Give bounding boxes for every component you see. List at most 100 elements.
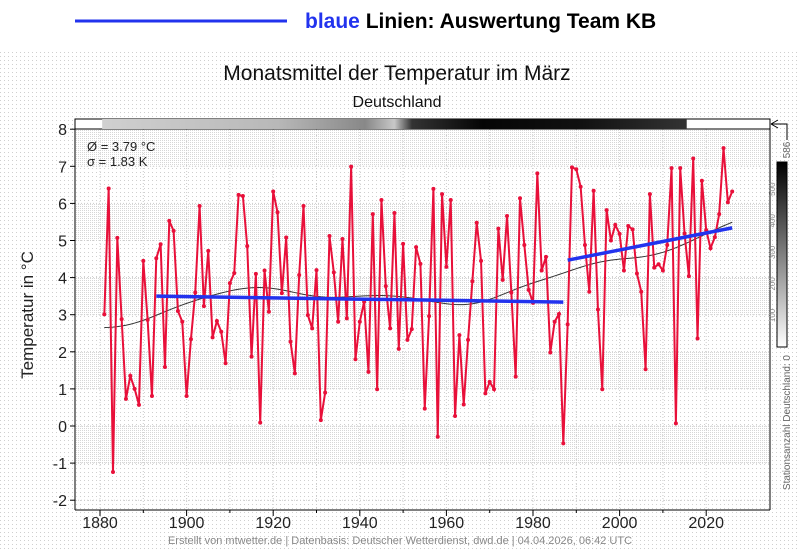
- data-point: [496, 226, 501, 231]
- x-tick-label: 1880: [82, 515, 118, 532]
- trend-lines: [156, 226, 733, 304]
- data-point: [479, 258, 484, 263]
- data-point: [106, 186, 111, 191]
- data-point: [691, 156, 696, 161]
- data-point: [457, 333, 462, 338]
- data-point: [175, 308, 180, 313]
- data-point: [621, 268, 626, 273]
- data-point: [288, 339, 293, 344]
- data-point: [336, 319, 341, 324]
- data-point: [310, 326, 315, 331]
- station-count-band: [102, 119, 687, 129]
- y-tick-label: 8: [58, 122, 67, 139]
- data-point: [522, 242, 527, 247]
- data-point: [526, 287, 531, 292]
- data-point: [535, 171, 540, 176]
- data-point: [149, 393, 154, 398]
- data-point: [660, 268, 665, 273]
- data-point: [197, 203, 202, 208]
- data-point: [591, 188, 596, 193]
- data-point: [236, 192, 241, 197]
- data-point: [123, 396, 128, 401]
- data-point: [232, 271, 237, 276]
- y-tick-label: 1: [58, 382, 67, 399]
- data-point: [167, 218, 172, 223]
- data-point: [647, 192, 652, 197]
- data-point: [595, 307, 600, 312]
- y-tick-label: 7: [58, 159, 67, 176]
- data-point: [639, 289, 644, 294]
- colorbar-tick-label: 200: [768, 277, 777, 291]
- data-point: [721, 146, 726, 151]
- data-point: [102, 312, 107, 317]
- colorbar-max: 586: [782, 141, 793, 158]
- data-point: [141, 258, 146, 263]
- data-point: [392, 211, 397, 216]
- data-point: [474, 220, 479, 225]
- data-point: [669, 166, 674, 171]
- data-point: [431, 186, 436, 191]
- data-point: [678, 166, 683, 171]
- plot-bands: [75, 129, 770, 464]
- y-tick-label: 4: [58, 271, 67, 288]
- data-point: [370, 212, 375, 217]
- x-tick-label: 1960: [429, 515, 465, 532]
- footer-credits: Erstellt von mtwetter.de | Datenbasis: D…: [168, 535, 632, 547]
- arrow-left-icon: [770, 119, 779, 129]
- data-point: [119, 317, 124, 322]
- data-point: [227, 281, 232, 286]
- colorbar-tick-label: 500: [768, 182, 777, 196]
- data-point: [162, 365, 167, 370]
- y-tick-label: 0: [58, 419, 67, 436]
- data-point: [240, 193, 245, 198]
- data-point: [440, 192, 445, 197]
- data-point: [730, 189, 735, 194]
- data-point: [453, 413, 458, 418]
- data-point: [396, 346, 401, 351]
- data-point: [673, 421, 678, 426]
- y-tick-label: -1: [53, 456, 67, 473]
- data-point: [461, 402, 466, 407]
- data-point: [587, 289, 592, 294]
- data-point: [318, 418, 323, 423]
- data-point: [422, 406, 427, 411]
- data-point: [301, 203, 306, 208]
- trend-line: [567, 226, 733, 262]
- data-point: [626, 224, 631, 229]
- data-point: [418, 261, 423, 266]
- data-point: [128, 373, 133, 378]
- data-point: [110, 470, 115, 475]
- data-point: [340, 237, 345, 242]
- station-colorbar: [776, 161, 788, 348]
- data-point: [578, 184, 583, 189]
- data-point: [582, 242, 587, 247]
- stat-mean: Ø = 3.79 °C: [87, 139, 155, 154]
- data-point: [266, 309, 271, 314]
- data-point: [509, 290, 514, 295]
- data-point: [292, 371, 297, 376]
- data-point: [201, 304, 206, 309]
- data-point: [353, 357, 358, 362]
- data-point: [487, 379, 492, 384]
- legend-background: [0, 0, 800, 50]
- data-point: [552, 319, 557, 324]
- data-point: [444, 264, 449, 269]
- trend-line: [156, 294, 564, 304]
- data-point: [470, 279, 475, 284]
- data-point: [401, 241, 406, 246]
- data-point: [505, 214, 510, 219]
- data-point: [115, 235, 120, 240]
- data-point: [154, 256, 159, 261]
- x-axis: 1880 1900 1920 1940 1960 1980 2000 2020: [82, 510, 724, 532]
- data-point: [253, 271, 258, 276]
- x-tick-label: 1980: [515, 515, 551, 532]
- data-point: [379, 198, 384, 203]
- y-tick-label: 5: [58, 234, 67, 251]
- data-point: [513, 374, 518, 379]
- data-point: [206, 248, 211, 253]
- stat-sigma: σ = 1.83 K: [87, 154, 148, 169]
- data-point: [548, 350, 553, 355]
- colorbar-pointer: [771, 123, 788, 140]
- data-point: [565, 322, 570, 327]
- data-point: [275, 210, 280, 215]
